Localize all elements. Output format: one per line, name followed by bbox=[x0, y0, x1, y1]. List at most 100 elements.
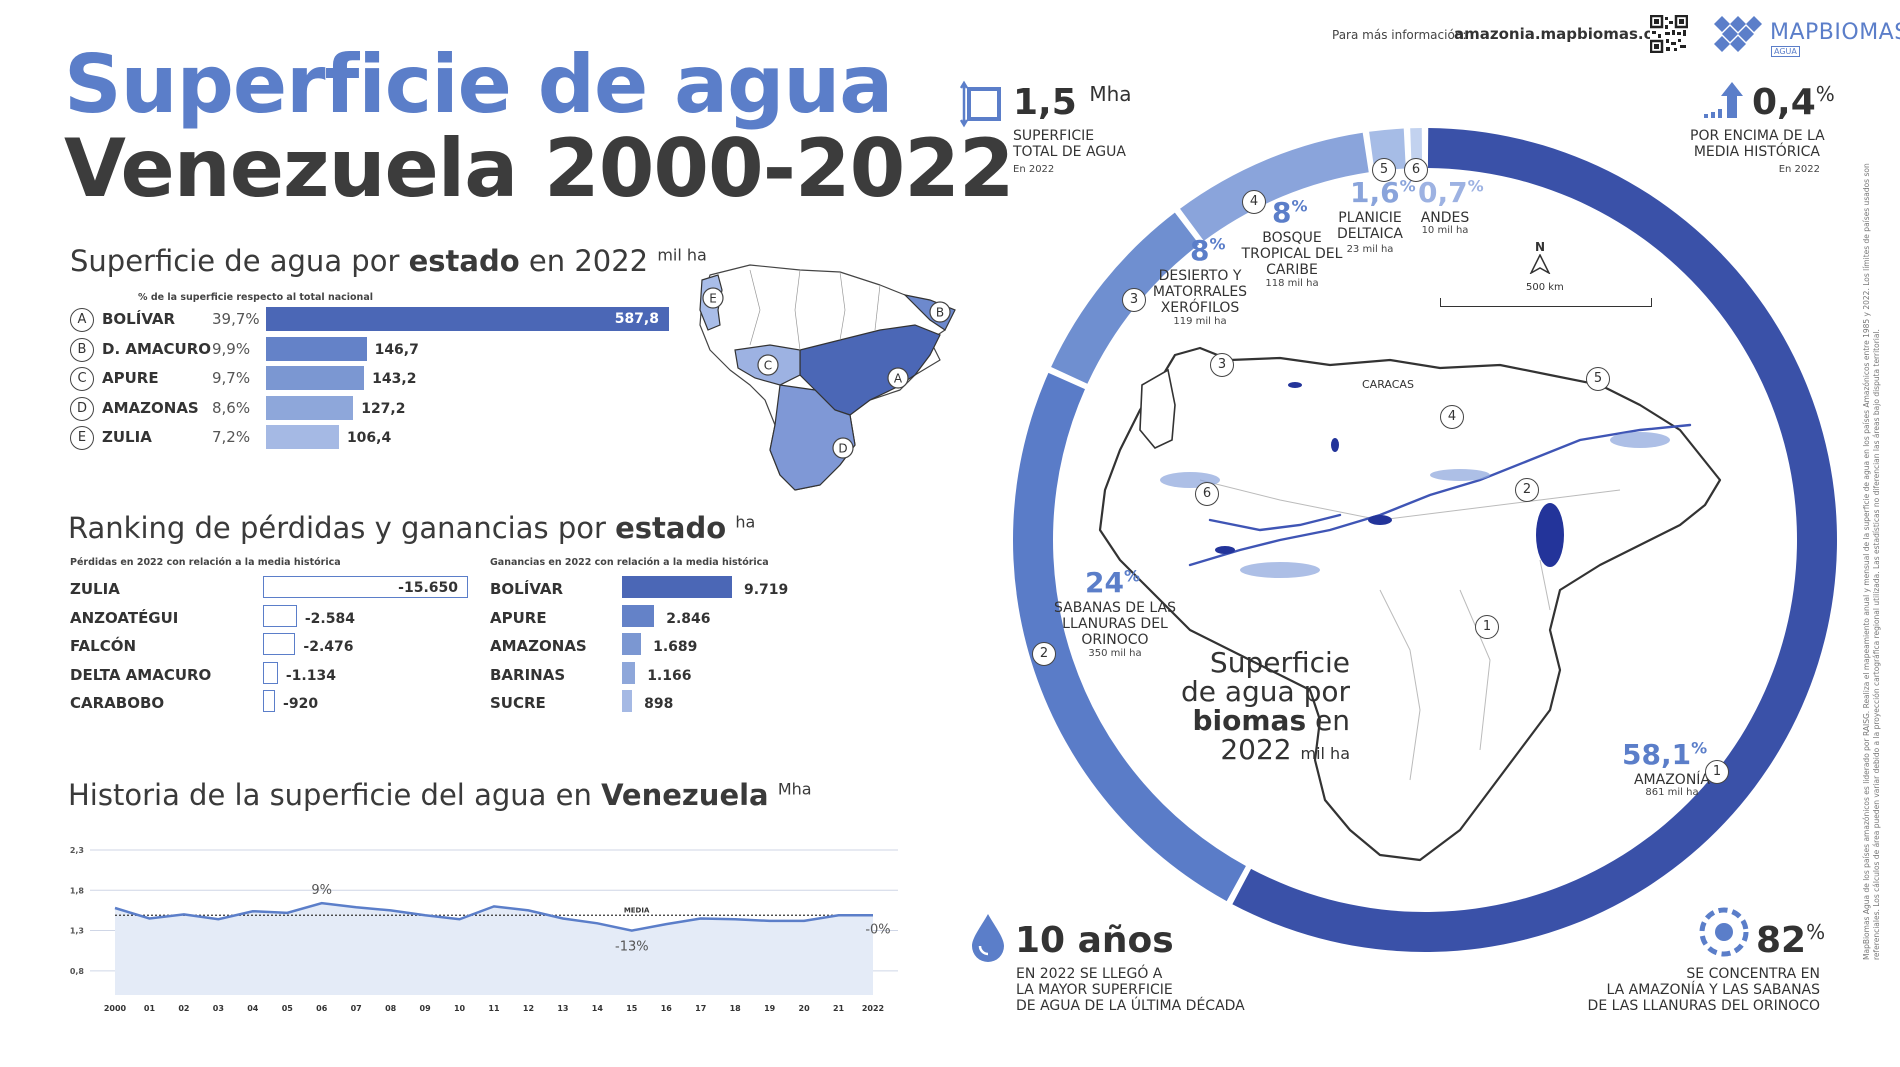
page-title: Superficie de agua bbox=[64, 38, 893, 131]
loss-value: -2.476 bbox=[303, 639, 354, 655]
history-xtick: 10 bbox=[454, 1004, 466, 1013]
history-xtick: 14 bbox=[592, 1004, 604, 1013]
loss-state-name: DELTA AMACURO bbox=[70, 665, 212, 684]
map-biome-marker: 4 bbox=[1440, 405, 1464, 429]
history-xtick: 19 bbox=[764, 1004, 776, 1013]
map-label-a: A bbox=[894, 372, 903, 386]
biome-name: PLANICIE DELTAICA bbox=[1335, 210, 1405, 242]
qr-code-icon bbox=[1649, 14, 1689, 54]
state-value: 587,8 bbox=[614, 311, 659, 327]
history-xtick: 2000 bbox=[104, 1004, 127, 1013]
water-drop-icon bbox=[968, 912, 1008, 966]
biome-name-line: CARIBE bbox=[1266, 262, 1318, 278]
map-biome-marker: 1 bbox=[1475, 615, 1499, 639]
biome-name-line: ANDES bbox=[1420, 210, 1470, 226]
history-xtick: 16 bbox=[661, 1004, 673, 1013]
loss-state-name: ZULIA bbox=[70, 580, 120, 598]
loss-bar bbox=[263, 604, 297, 627]
history-xtick: 18 bbox=[730, 1004, 742, 1013]
biome-percent: 8% bbox=[1272, 196, 1308, 229]
history-xtick: 11 bbox=[488, 1004, 500, 1013]
history-xtick: 2022 bbox=[862, 1004, 884, 1013]
state-letter: B bbox=[70, 337, 94, 362]
history-annot-max: 9% bbox=[311, 883, 332, 898]
biome-name-line: TROPICAL DEL bbox=[1241, 246, 1343, 262]
biome-slice bbox=[1013, 372, 1246, 902]
biome-name-line: PLANICIE bbox=[1338, 210, 1402, 226]
north-label: N bbox=[1535, 240, 1546, 254]
history-xtick: 04 bbox=[247, 1004, 259, 1013]
map-label-e: E bbox=[709, 292, 717, 306]
biome-number: 5 bbox=[1372, 158, 1396, 182]
map-label-b: B bbox=[936, 306, 944, 320]
concentration-icon bbox=[1697, 905, 1751, 963]
history-xtick: 13 bbox=[557, 1004, 568, 1013]
gain-value: 1.689 bbox=[653, 639, 698, 655]
history-xtick: 17 bbox=[695, 1004, 706, 1013]
above-mean-caption: POR ENCIMA DE LA MEDIA HISTÓRICA bbox=[1690, 128, 1825, 160]
loss-value: -920 bbox=[283, 696, 319, 712]
state-letter: D bbox=[70, 396, 94, 421]
trend-up-icon bbox=[1703, 78, 1751, 126]
state-name: ZULIA bbox=[102, 428, 152, 446]
map-label-c: C bbox=[764, 359, 772, 373]
loss-state-name: FALCÓN bbox=[70, 637, 137, 655]
biome-number: 4 bbox=[1242, 190, 1266, 214]
history-xtick: 01 bbox=[144, 1004, 156, 1013]
total-area-caption: SUPERFICIE TOTAL DE AGUA bbox=[1013, 128, 1126, 160]
loss-value: -15.650 bbox=[398, 580, 458, 596]
history-ytick: 0,8 bbox=[70, 967, 85, 976]
state-name: D. AMACURO bbox=[102, 339, 212, 358]
biome-name: ANDES bbox=[1415, 210, 1475, 226]
biome-name-line: SABANAS DE LAS bbox=[1054, 600, 1176, 616]
biome-name: DESIERTO Y MATORRALES XERÓFILOS bbox=[1150, 268, 1250, 316]
gain-bar bbox=[622, 633, 642, 655]
state-bar bbox=[266, 336, 367, 361]
map-biome-marker: 2 bbox=[1515, 478, 1539, 502]
history-xtick: 15 bbox=[626, 1004, 638, 1013]
biome-name: AMAZONÍA bbox=[1612, 772, 1732, 788]
state-bar bbox=[266, 366, 365, 390]
biome-name-line: LLANURAS DEL bbox=[1062, 616, 1168, 632]
donut-center-text: Superficie de agua por biomas en 2022 mi… bbox=[1180, 646, 1350, 766]
history-xtick: 06 bbox=[316, 1004, 328, 1013]
north-arrow-icon bbox=[1529, 253, 1551, 278]
loss-bar bbox=[263, 576, 468, 598]
gain-bar bbox=[622, 690, 633, 712]
state-pct: 7,2% bbox=[212, 428, 251, 446]
state-name: APURE bbox=[102, 369, 159, 387]
biome-percent-value: 0,7 bbox=[1418, 176, 1468, 209]
loss-state-name: ANZOATÉGUI bbox=[70, 608, 179, 627]
gain-value: 898 bbox=[644, 696, 674, 712]
state-bar bbox=[266, 425, 339, 449]
loss-value: -1.134 bbox=[285, 667, 336, 684]
map-biome-marker: 6 bbox=[1195, 482, 1219, 506]
page-subtitle: Venezuela 2000-2022 bbox=[64, 122, 1015, 215]
state-pct: 9,9% bbox=[212, 339, 251, 358]
gain-bar bbox=[622, 661, 636, 684]
gain-state-name: BARINAS bbox=[490, 665, 566, 684]
biome-slice bbox=[1180, 132, 1369, 241]
biome-qty: 350 mil ha bbox=[1088, 648, 1142, 659]
history-chart: 2,3 1,8 1,3 0,8 MEDIA 2000 01 02 03 04 05 06 07 08 09 1… bbox=[70, 846, 898, 1013]
loss-state-name: CARABOBO bbox=[70, 694, 165, 712]
above-mean-value: 0,4% bbox=[1752, 82, 1835, 123]
brand-name: MAPBIOMAS bbox=[1770, 20, 1900, 45]
info-link[interactable]: amazonia.mapbiomas.org bbox=[1454, 25, 1673, 43]
biome-name-line: MATORRALES bbox=[1152, 284, 1248, 300]
biome-qty: 118 mil ha bbox=[1265, 278, 1319, 289]
gain-state-name: AMAZONAS bbox=[490, 637, 587, 655]
biome-name-line: DESIERTO Y bbox=[1158, 268, 1242, 284]
biome-qty: 119 mil ha bbox=[1173, 316, 1227, 327]
biome-percent: 1,6% bbox=[1350, 176, 1416, 209]
years-value: 10 años bbox=[1015, 920, 1174, 961]
venezuela-map bbox=[1080, 330, 1750, 870]
biome-number: 3 bbox=[1122, 288, 1146, 312]
scale-label: 500 km bbox=[1526, 282, 1564, 293]
loss-bar bbox=[263, 633, 296, 655]
biome-name-line: DELTAICA bbox=[1336, 226, 1404, 242]
history-ytick: 1,3 bbox=[70, 927, 84, 936]
biome-percent-value: 1,6 bbox=[1350, 176, 1400, 209]
history-annot-min: -13% bbox=[615, 940, 649, 955]
loss-value: -2.584 bbox=[304, 610, 355, 627]
